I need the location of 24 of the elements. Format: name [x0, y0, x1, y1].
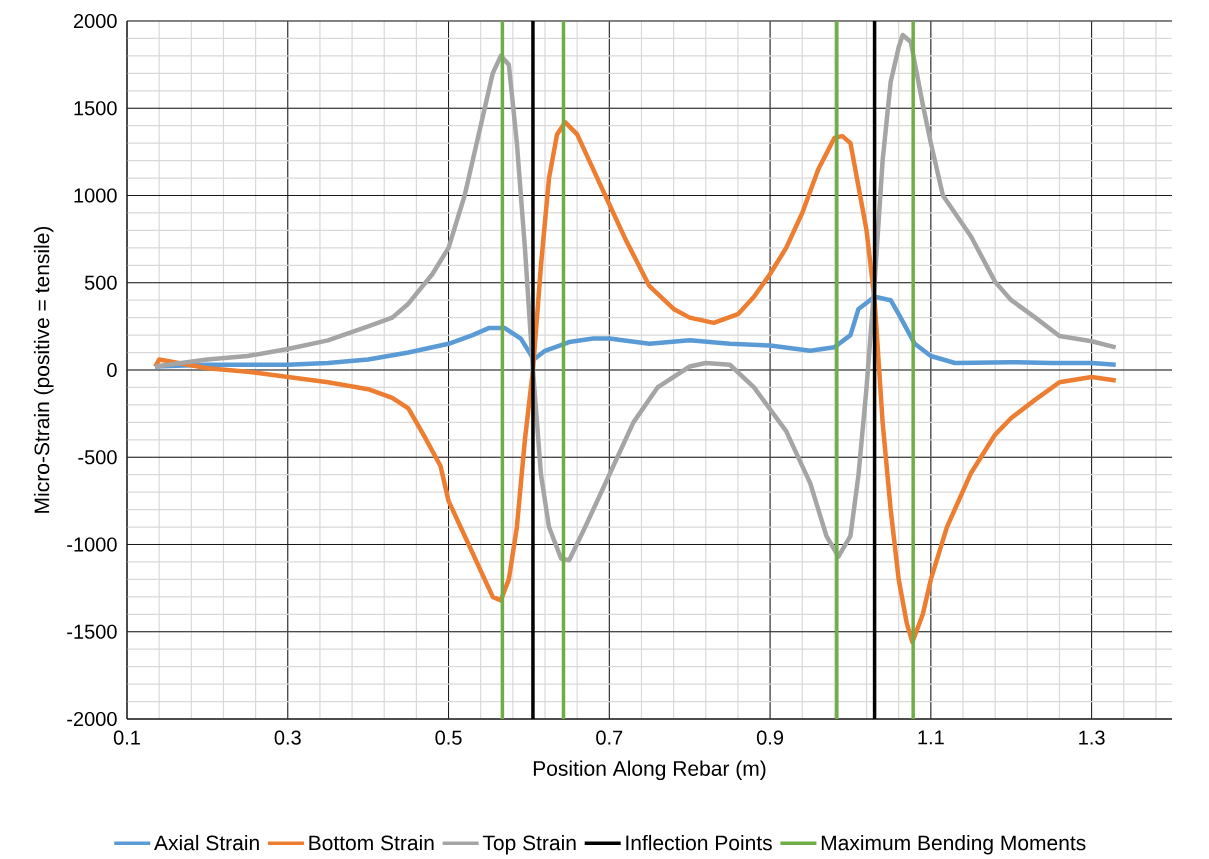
x-tick-label: 1.1: [918, 730, 944, 745]
x-tick-label: 0.7: [596, 730, 623, 745]
legend-label: Bottom Strain: [309, 834, 434, 851]
x-tick-label: 0.1: [113, 730, 140, 745]
y-tick-label: 0: [107, 362, 117, 378]
y-tick-label: 1500: [74, 101, 117, 116]
x-tick-label: 1.3: [1079, 730, 1105, 745]
y-tick-label: 1000: [74, 188, 117, 203]
y-axis-title: Micro-Strain (positive = tensile): [33, 226, 54, 513]
y-tick-label: -500: [78, 450, 117, 465]
legend-label: Top Strain: [482, 834, 576, 855]
legend-label: Inflection Points: [626, 834, 772, 851]
x-tick-label: 0.3: [274, 730, 301, 745]
x-tick-label: 0.9: [756, 730, 784, 745]
y-tick-label: 2000: [73, 13, 117, 29]
y-tick-label: -1000: [67, 537, 117, 552]
legend-label: Maximum Bending Moments: [821, 834, 1086, 855]
x-tick-label: 0.5: [435, 730, 462, 745]
legend-label: Axial Strain: [154, 834, 259, 851]
y-tick-label: -1500: [67, 624, 117, 639]
line-series: [152, 32, 1118, 563]
y-tick-label: 500: [84, 275, 117, 290]
y-tick-label: -2000: [67, 711, 117, 727]
x-axis-title: Position Along Rebar (m): [533, 760, 766, 781]
